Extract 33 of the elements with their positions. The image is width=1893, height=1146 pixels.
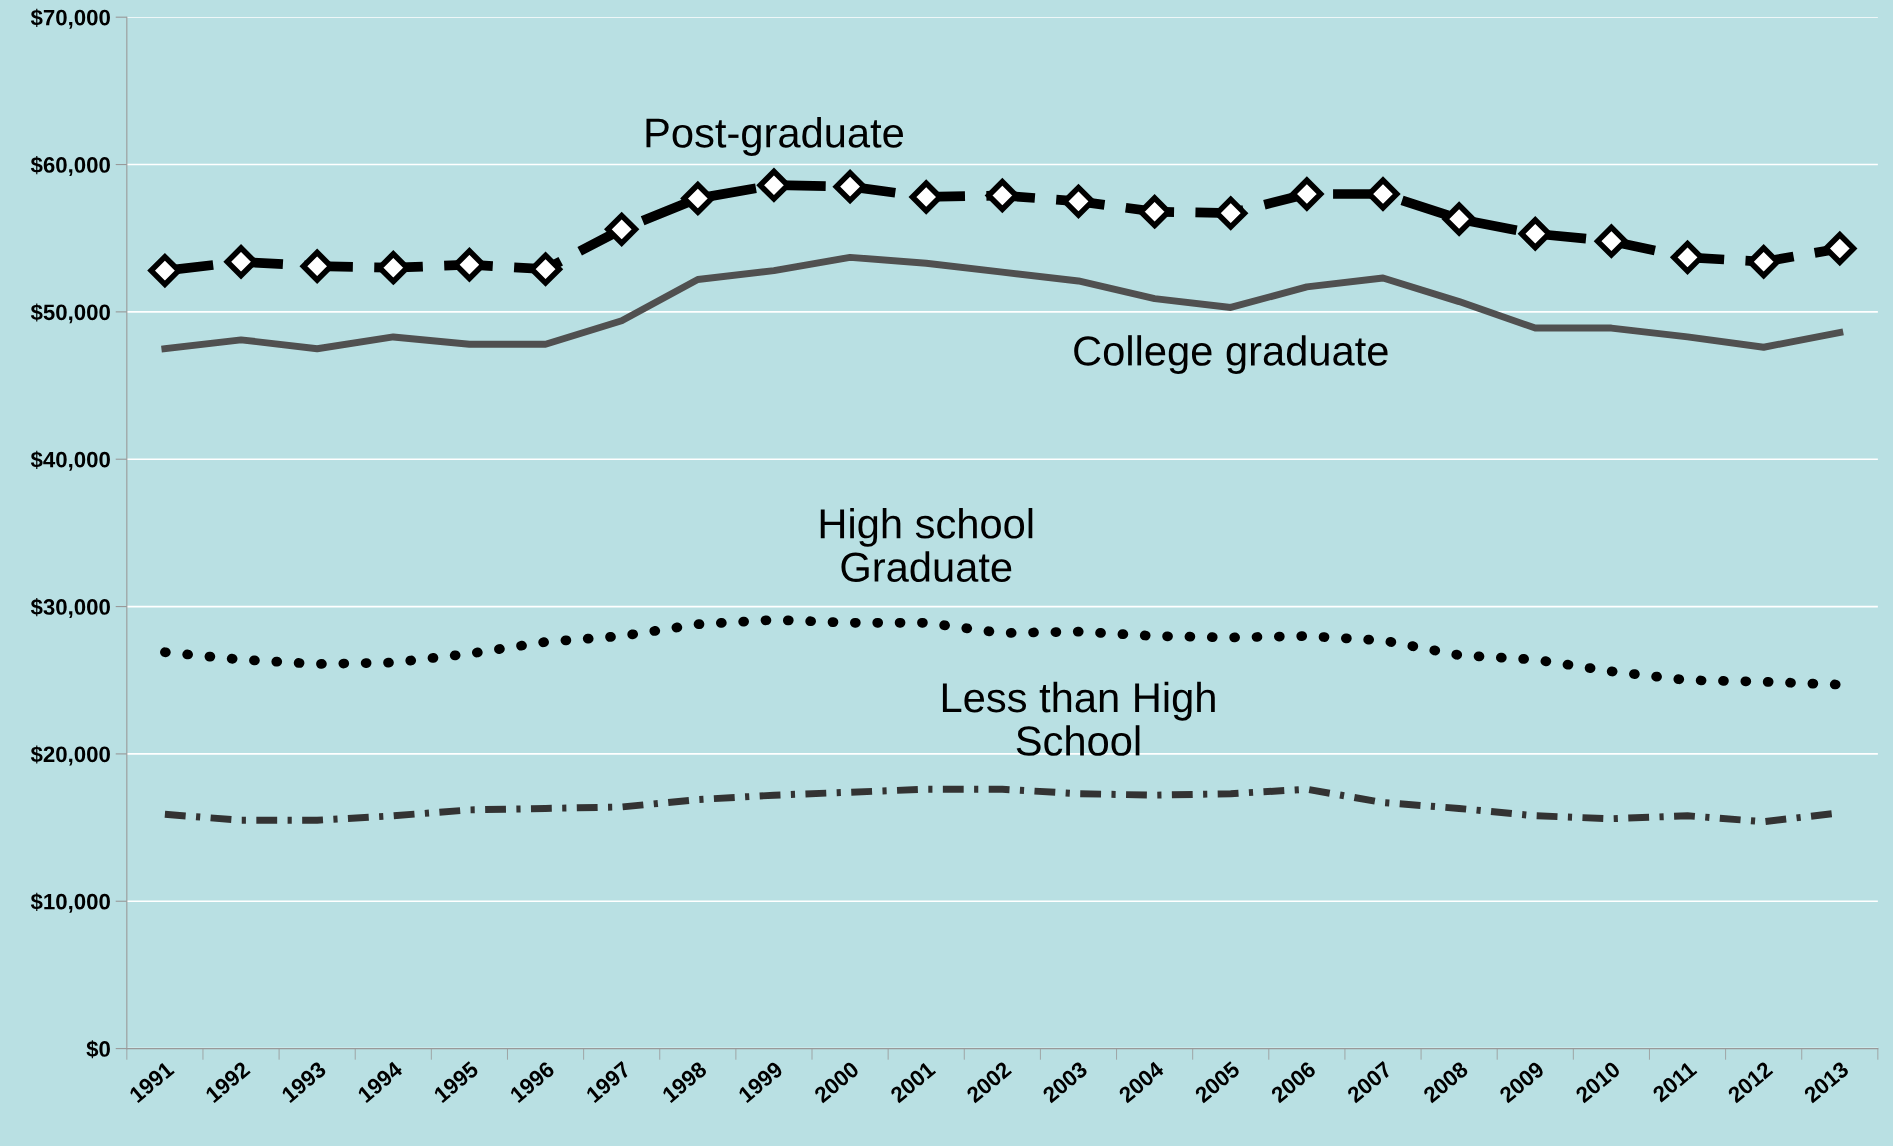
y-tick-label: $70,000 — [30, 8, 110, 29]
point — [1290, 177, 1324, 211]
point — [985, 178, 1019, 212]
point — [1823, 231, 1857, 266]
series-label: Post-graduate — [646, 117, 903, 156]
point — [1061, 184, 1095, 218]
point — [148, 254, 182, 288]
y-tick-label: $0 — [86, 1040, 110, 1059]
y-tick-label: $20,000 — [30, 745, 110, 766]
point — [1594, 224, 1628, 258]
point — [1442, 202, 1476, 236]
y-tick-label: $50,000 — [30, 303, 110, 324]
series-label: High school Graduate — [820, 507, 1033, 582]
point — [1671, 240, 1705, 274]
point — [452, 248, 486, 282]
y-tick-label: $60,000 — [30, 156, 110, 177]
point — [1518, 217, 1552, 251]
y-tick-label: $10,000 — [30, 892, 110, 913]
point — [757, 168, 791, 202]
point — [909, 180, 943, 214]
point — [1366, 177, 1400, 211]
point — [529, 252, 563, 286]
point — [833, 170, 867, 204]
point — [300, 249, 334, 283]
point — [681, 181, 715, 215]
point — [1747, 245, 1781, 279]
point — [1214, 196, 1248, 230]
series-label: College graduate — [1074, 335, 1388, 375]
y-tick-label: $40,000 — [30, 450, 110, 471]
point — [605, 212, 639, 246]
series-label: Less than High School — [942, 681, 1215, 756]
y-tick-label: $30,000 — [30, 598, 110, 619]
point — [224, 245, 258, 279]
